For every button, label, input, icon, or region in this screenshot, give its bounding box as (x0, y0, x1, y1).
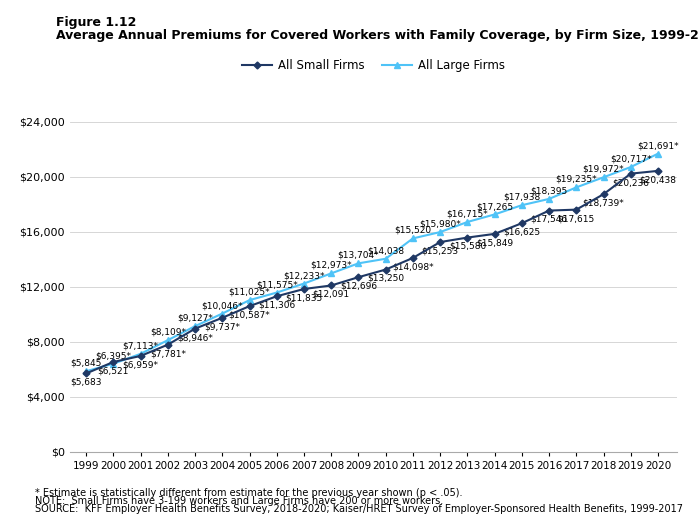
All Small Firms (327, 282, 336, 289)
Text: NOTE:  Small Firms have 3-199 workers and Large Firms have 200 or more workers.: NOTE: Small Firms have 3-199 workers and… (35, 496, 443, 506)
Text: $11,575*: $11,575* (256, 280, 297, 289)
All Small Firms (491, 230, 499, 237)
Line: All Large Firms: All Large Firms (83, 151, 661, 374)
All Small Firms (300, 286, 309, 292)
All Large Firms (545, 196, 554, 202)
Text: $14,098*: $14,098* (392, 262, 433, 271)
Line: All Small Firms: All Small Firms (84, 169, 660, 376)
All Small Firms (382, 266, 390, 272)
All Small Firms (245, 303, 253, 309)
Text: $15,253: $15,253 (422, 246, 459, 256)
Text: $20,236: $20,236 (612, 178, 649, 187)
Text: $9,127*: $9,127* (177, 314, 213, 323)
All Small Firms (463, 235, 472, 241)
Text: $6,521: $6,521 (98, 366, 129, 375)
All Large Firms (245, 297, 253, 303)
All Large Firms (491, 211, 499, 217)
Text: $17,615: $17,615 (558, 214, 595, 223)
Text: $5,845: $5,845 (70, 359, 102, 368)
All Large Firms (518, 202, 526, 208)
Text: $18,395: $18,395 (530, 186, 567, 195)
All Small Firms (545, 207, 554, 214)
All Small Firms (627, 171, 635, 177)
All Large Firms (327, 270, 336, 277)
All Large Firms (300, 280, 309, 287)
Text: $9,737*: $9,737* (205, 322, 240, 331)
All Small Firms (654, 167, 662, 174)
Text: $6,959*: $6,959* (123, 360, 158, 370)
Text: $19,235*: $19,235* (556, 175, 597, 184)
All Small Firms (409, 255, 417, 261)
Text: $10,046*: $10,046* (202, 301, 243, 310)
All Small Firms (518, 220, 526, 226)
All Small Firms (109, 359, 117, 365)
Legend: All Small Firms, All Large Firms: All Small Firms, All Large Firms (237, 54, 510, 77)
All Large Firms (136, 351, 144, 357)
Text: $12,233*: $12,233* (283, 271, 325, 280)
All Large Firms (463, 219, 472, 225)
All Large Firms (600, 174, 608, 181)
Text: $6,395*: $6,395* (96, 351, 131, 360)
All Large Firms (409, 235, 417, 242)
Text: $11,025*: $11,025* (229, 288, 270, 297)
Text: $7,113*: $7,113* (123, 341, 158, 350)
All Large Firms (355, 260, 363, 267)
Text: $13,250: $13,250 (367, 274, 404, 283)
Text: $17,265: $17,265 (476, 202, 513, 211)
All Small Firms (136, 353, 144, 359)
Text: $17,938: $17,938 (503, 193, 540, 202)
All Small Firms (82, 370, 90, 376)
Text: Figure 1.12: Figure 1.12 (56, 16, 136, 29)
Text: $11,306: $11,306 (258, 301, 295, 310)
All Small Firms (355, 274, 363, 280)
All Large Firms (627, 164, 635, 170)
Text: $16,715*: $16,715* (447, 209, 489, 218)
Text: $15,520: $15,520 (394, 226, 431, 235)
Text: $8,109*: $8,109* (150, 328, 186, 337)
All Large Firms (163, 337, 172, 343)
Text: $5,683: $5,683 (70, 378, 102, 387)
Text: $15,849: $15,849 (476, 238, 513, 247)
Text: $12,696: $12,696 (340, 281, 377, 290)
Text: $20,717*: $20,717* (610, 154, 651, 164)
All Large Firms (109, 361, 117, 367)
Text: $11,835: $11,835 (285, 293, 322, 302)
All Small Firms (572, 206, 581, 213)
All Small Firms (273, 293, 281, 299)
Text: $12,973*: $12,973* (311, 261, 352, 270)
All Large Firms (82, 368, 90, 374)
Text: $16,625: $16,625 (503, 228, 540, 237)
All Large Firms (382, 256, 390, 262)
Text: $15,980*: $15,980* (419, 219, 461, 229)
Text: $8,946*: $8,946* (177, 333, 213, 342)
Text: $20,438: $20,438 (639, 175, 676, 184)
Text: $7,781*: $7,781* (150, 349, 186, 358)
All Large Firms (273, 289, 281, 296)
All Small Firms (163, 341, 172, 348)
All Large Firms (436, 229, 445, 235)
All Large Firms (218, 310, 226, 317)
Text: $13,704*: $13,704* (338, 251, 379, 260)
Text: $10,587*: $10,587* (229, 310, 270, 320)
Text: SOURCE:  KFF Employer Health Benefits Survey, 2018-2020; Kaiser/HRET Survey of E: SOURCE: KFF Employer Health Benefits Sur… (35, 504, 683, 514)
All Small Firms (436, 239, 445, 245)
Text: $17,546: $17,546 (530, 215, 567, 224)
Text: Average Annual Premiums for Covered Workers with Family Coverage, by Firm Size, : Average Annual Premiums for Covered Work… (56, 29, 698, 42)
All Small Firms (218, 314, 226, 321)
All Small Firms (600, 191, 608, 197)
Text: * Estimate is statistically different from estimate for the previous year shown : * Estimate is statistically different fr… (35, 488, 462, 498)
Text: $21,691*: $21,691* (637, 141, 679, 150)
Text: $14,038: $14,038 (367, 246, 404, 255)
Text: $18,739*: $18,739* (583, 198, 625, 207)
All Large Firms (572, 184, 581, 191)
All Small Firms (191, 326, 199, 332)
Text: $15,580: $15,580 (449, 242, 486, 251)
All Large Firms (191, 323, 199, 329)
Text: $19,972*: $19,972* (583, 165, 624, 174)
Text: $12,091: $12,091 (313, 290, 350, 299)
All Large Firms (654, 151, 662, 157)
